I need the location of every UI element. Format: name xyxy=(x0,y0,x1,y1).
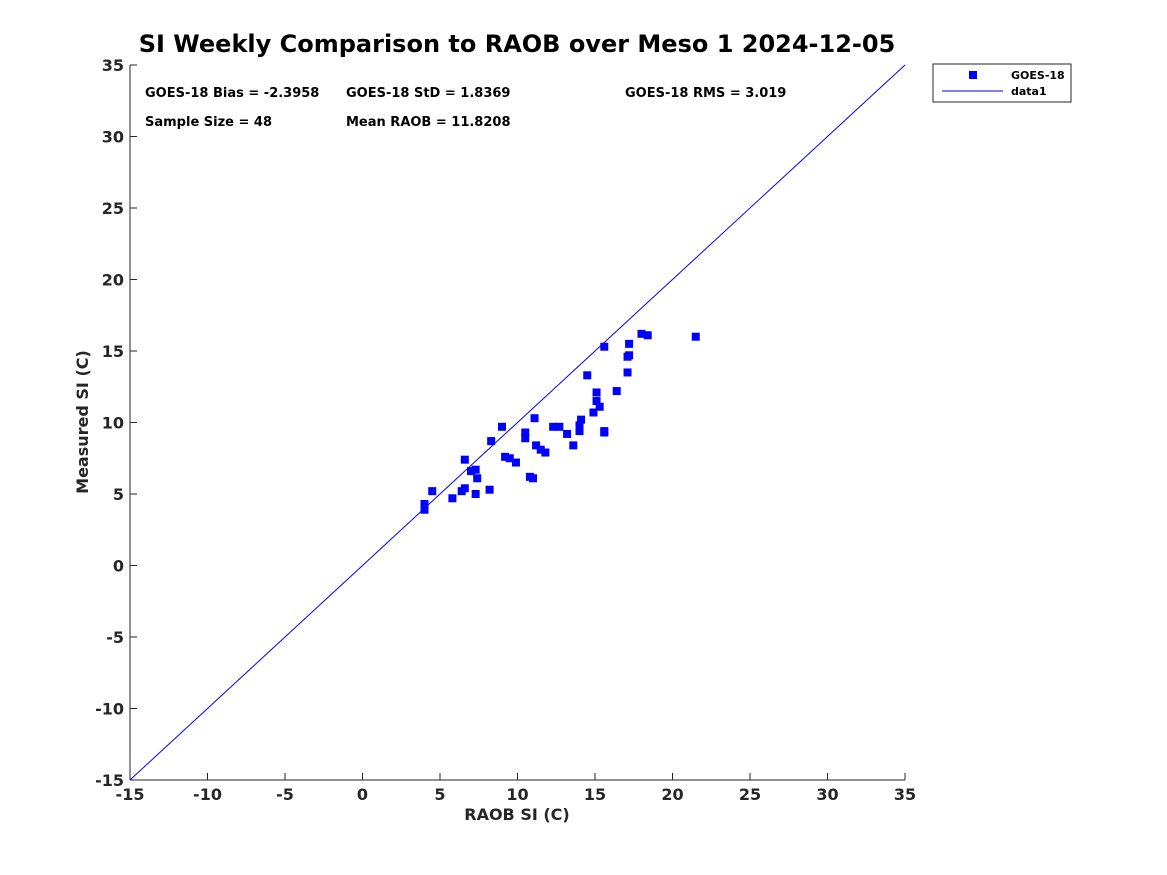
mean-raob-stat: Mean RAOB = 11.8208 xyxy=(346,115,511,130)
scatter-point xyxy=(623,368,632,377)
scatter-point xyxy=(549,422,558,431)
x-tick-label: 5 xyxy=(434,785,445,804)
bias-stat: GOES-18 Bias = -2.3958 xyxy=(145,86,319,101)
scatter-point xyxy=(501,452,510,461)
scatter-point xyxy=(595,402,604,411)
x-tick-label: 0 xyxy=(357,785,368,804)
scatter-point xyxy=(420,500,429,509)
scatter-point xyxy=(532,441,541,450)
scatter-point xyxy=(536,445,545,454)
scatter-point xyxy=(420,505,429,514)
y-tick-label: -10 xyxy=(95,700,124,719)
y-tick-label: 20 xyxy=(102,271,124,290)
scatter-point xyxy=(460,455,469,464)
scatter-point xyxy=(600,428,609,437)
x-tick-label: -5 xyxy=(276,785,294,804)
y-tick-label: 30 xyxy=(102,128,124,147)
x-tick-label: -15 xyxy=(116,785,145,804)
scatter-point xyxy=(600,342,609,351)
x-tick-label: 25 xyxy=(739,785,761,804)
y-tick-labels: -15 -10 -5 0 5 10 15 20 25 30 35 xyxy=(95,56,124,790)
scatter-point xyxy=(530,414,539,423)
scatter-point xyxy=(521,434,530,443)
scatter-point xyxy=(460,484,469,493)
scatter-point xyxy=(471,490,480,498)
x-axis-label: RAOB SI (C) xyxy=(464,805,569,824)
rms-stat: GOES-18 RMS = 3.019 xyxy=(625,86,786,101)
scatter-point xyxy=(625,339,634,348)
scatter-point xyxy=(505,454,514,463)
x-tick-labels: -15 -10 -5 0 5 10 15 20 25 30 35 xyxy=(116,785,917,804)
scatter-point xyxy=(592,388,601,397)
scatter-point xyxy=(612,387,621,396)
scatter-point xyxy=(487,437,496,446)
plot-area xyxy=(129,64,906,781)
y-axis-label: Measured SI (C) xyxy=(73,350,92,494)
scatter-point xyxy=(691,332,700,341)
y-tick-label: 10 xyxy=(102,414,124,433)
scatter-point xyxy=(529,474,537,483)
x-tick-label: 30 xyxy=(816,785,838,804)
legend-box xyxy=(932,63,1072,103)
scatter-point xyxy=(448,494,457,503)
scatter-point xyxy=(467,467,475,476)
scatter-point xyxy=(555,422,564,431)
legend-label-goes18: GOES-18 xyxy=(1011,69,1065,82)
scatter-point xyxy=(485,485,494,494)
legend: GOES-18 data1 xyxy=(932,63,1072,103)
y-tick-label: 15 xyxy=(102,342,124,361)
chart-title: SI Weekly Comparison to RAOB over Meso 1… xyxy=(139,30,896,58)
scatter-point xyxy=(473,474,482,483)
x-tick-label: -10 xyxy=(193,785,222,804)
scatter-point xyxy=(569,441,578,450)
y-tick-label: 5 xyxy=(113,485,124,504)
scatter-point xyxy=(428,487,437,496)
scatter-point xyxy=(511,458,520,467)
reference-line-data1 xyxy=(129,64,906,781)
scatter-point xyxy=(643,331,652,340)
scatter-point xyxy=(625,351,634,360)
scatter-point xyxy=(589,408,598,417)
x-tick-label: 15 xyxy=(584,785,606,804)
legend-label-data1: data1 xyxy=(1011,85,1047,98)
axes xyxy=(129,64,906,781)
scatter-point xyxy=(521,428,530,437)
scatter-point xyxy=(471,465,480,474)
scatter-point xyxy=(583,371,592,380)
scatter-point xyxy=(637,329,646,338)
y-tick-label: -15 xyxy=(95,771,124,790)
scatter-point xyxy=(541,448,550,457)
y-tick-label: 35 xyxy=(102,56,124,75)
y-tick-label: -5 xyxy=(106,628,124,647)
stats-annotations: GOES-18 Bias = -2.3958 GOES-18 StD = 1.8… xyxy=(145,86,786,130)
x-tick-label: 20 xyxy=(661,785,683,804)
scatter-point xyxy=(592,397,601,406)
series-layer xyxy=(129,64,906,781)
y-tick-label: 25 xyxy=(102,199,124,218)
std-stat: GOES-18 StD = 1.8369 xyxy=(346,86,510,101)
scatter-point xyxy=(577,415,586,424)
sample-size-stat: Sample Size = 48 xyxy=(145,115,272,130)
x-tick-label: 35 xyxy=(894,785,916,804)
legend-marker-goes18 xyxy=(969,71,977,79)
scatter-point xyxy=(575,421,584,430)
scatter-point xyxy=(498,422,506,431)
x-tick-label: 10 xyxy=(506,785,528,804)
scatter-point xyxy=(575,427,584,436)
y-tick-label: 0 xyxy=(113,557,124,576)
scatter-point xyxy=(563,429,572,438)
